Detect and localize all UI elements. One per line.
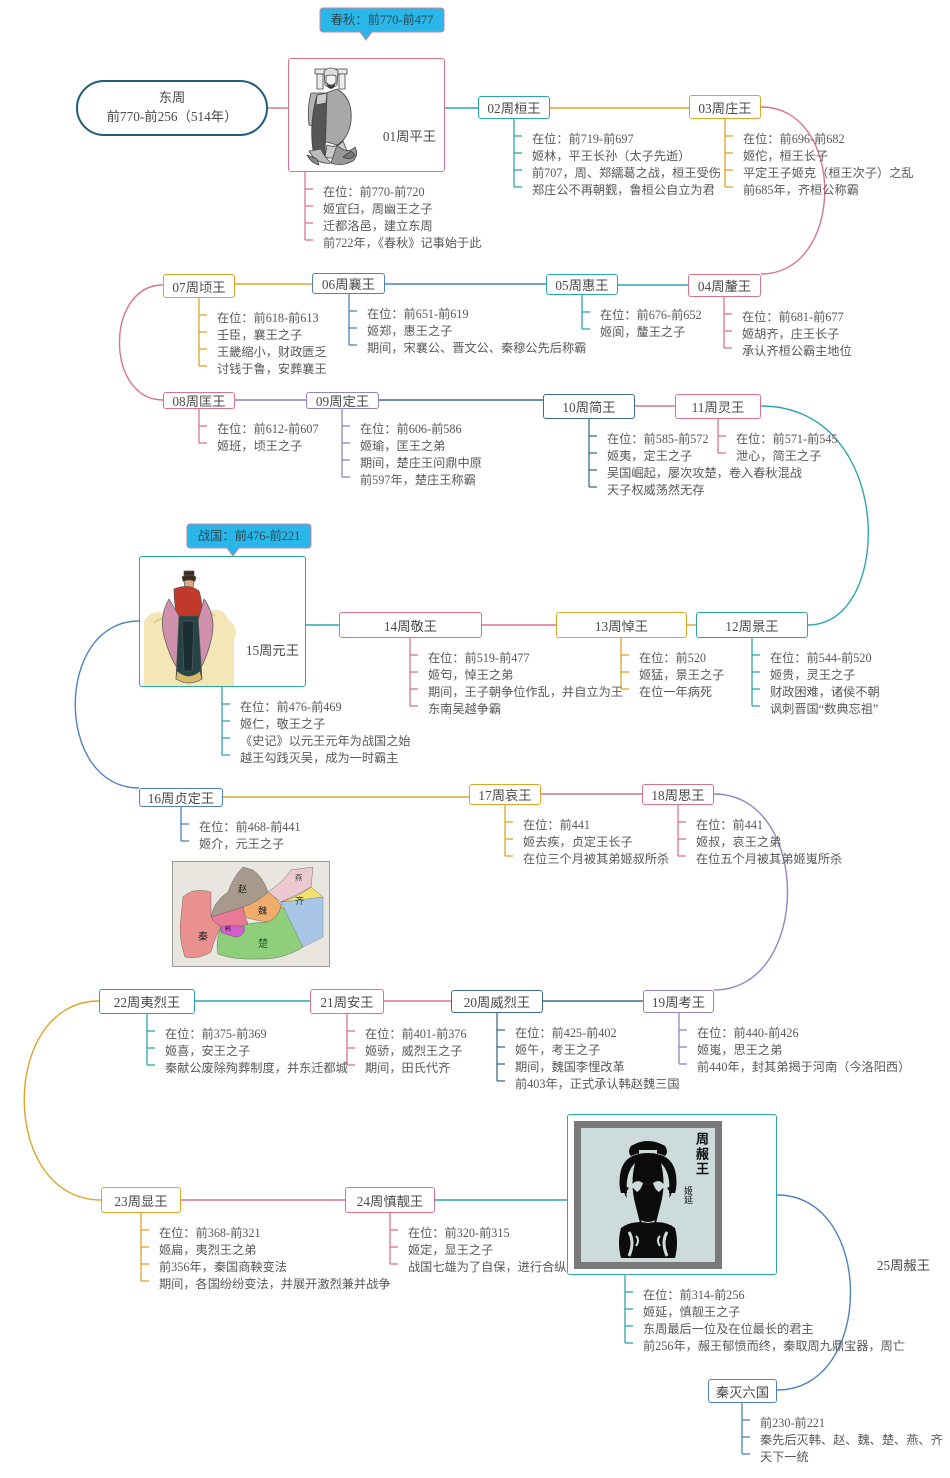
svg-text:燕: 燕: [295, 873, 302, 882]
svg-text:韩: 韩: [225, 925, 231, 933]
svg-text:秦: 秦: [198, 930, 208, 943]
svg-text:魏: 魏: [258, 905, 267, 916]
svg-text:战国：前476-前221: 战国：前476-前221: [198, 528, 300, 543]
svg-text:赵: 赵: [238, 883, 247, 894]
svg-text:齐: 齐: [295, 895, 304, 906]
svg-text:楚: 楚: [258, 937, 268, 950]
svg-text:春秋：前770-前477: 春秋：前770-前477: [331, 12, 433, 27]
